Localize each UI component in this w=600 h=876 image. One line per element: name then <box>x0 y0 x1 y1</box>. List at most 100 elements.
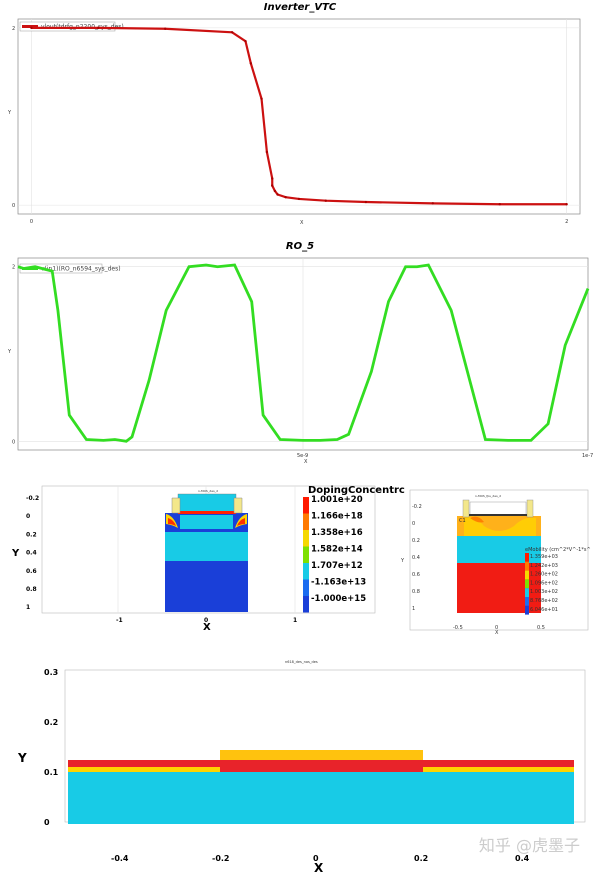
chart4-legend: 1.359e+03 1.242e+03 1.260e+02 1.096e+02 1.00… <box>525 553 558 615</box>
chart4-legend-swatch <box>525 553 529 562</box>
chart3-legend-swatch <box>303 579 309 596</box>
chart4-legend-swatch <box>525 597 529 606</box>
chart3-legend-label: 1.166e+18 <box>311 512 363 522</box>
chart1-point <box>273 189 277 193</box>
chart3-legend: 1.001e+20 1.166e+18 1.358e+16 1.582e+14 1.70… <box>303 495 366 613</box>
chart4-y-tick-label: 1 <box>412 606 415 612</box>
chart1-point <box>276 193 279 196</box>
ro5-chart: v(in1)(RO_n6594_sys_des) 0 2 5e-9 1e-7 Y X <box>7 257 593 465</box>
chart1-legend: vlout(tdrfg_n2200_sys_des) <box>19 21 124 32</box>
chart5-device <box>68 750 574 824</box>
chart4-legend-swatch <box>525 588 529 597</box>
chart1-point <box>265 150 269 154</box>
chart3-legend-swatch <box>303 513 309 530</box>
chart5-x-tick-label: 0.4 <box>515 854 530 863</box>
chart5-y-tick-label: 0.1 <box>44 768 59 777</box>
chart3-legend-swatch <box>303 530 309 547</box>
chart1-point <box>271 177 274 180</box>
chart1-point <box>284 195 287 199</box>
chart3-x-tick-label: 1 <box>293 617 297 624</box>
chart3-legend-label: 1.358e+16 <box>311 528 363 538</box>
chart3-y-tick-label: 0 <box>26 513 30 520</box>
chart5-y-ticks: 0 0.1 0.2 0.3 <box>44 668 59 827</box>
chart3-legend-swatch <box>303 546 309 563</box>
inverter-vtc-chart: vlout(tdrfg_n2200_sys_des) 0 2 0 2 Y X <box>7 18 581 226</box>
chart1-point <box>271 184 274 187</box>
chart2-y-tick-label: 0 <box>12 439 15 445</box>
chart5-x-tick-label: -0.2 <box>212 854 230 863</box>
chart5-x-tick-label: 0.2 <box>414 854 428 863</box>
chart5-y-tick-label: 0.3 <box>44 668 58 677</box>
chart3-y-tick-label: 0.6 <box>26 568 37 575</box>
chart4-y-tick-label: 0 <box>412 521 415 527</box>
chart5-y-tick-label: 0.2 <box>44 718 58 727</box>
chart3-y-tick-label: 1 <box>26 604 30 611</box>
chart4-x-tick-label: 0 <box>495 625 498 631</box>
chart3-legend-label: 1.001e+20 <box>311 495 363 505</box>
doping-concentration-plot: n-MOS_des_d -0.200.20.40.60.81 -1 0 1 Y X … <box>11 485 405 633</box>
chart4-y-ticks: -0.2 0 0.2 0.4 0.6 0.8 1 <box>412 504 422 612</box>
chart4-legend-label: 1.242e+03 <box>530 563 558 569</box>
emobility-plot: n-MOS_fps_des_d C1 -0.2 0 0.2 0.4 0.6 0.8 1 -0… <box>400 489 591 636</box>
chart2-xlabel: X <box>304 459 308 465</box>
chart3-ylabel: Y <box>11 548 20 559</box>
chart1-point <box>249 62 253 65</box>
chart4-y-tick-label: 0.2 <box>412 538 420 544</box>
chart4-legend-swatch <box>525 570 529 580</box>
chart3-x-ticks: -1 0 1 <box>116 617 297 624</box>
chart4-legend-label: 1.003e+02 <box>530 589 558 595</box>
chart5-xlabel: X <box>314 861 324 875</box>
chart4-x-tick-label: -0.5 <box>453 625 463 631</box>
chart1-point <box>297 197 301 201</box>
chart5-x-tick-label: 0 <box>313 854 319 863</box>
chart4-xlabel: X <box>495 630 499 636</box>
chart3-device: n-MOS_des_d <box>165 489 248 612</box>
chart4-x-ticks: -0.5 0 0.5 <box>453 625 545 631</box>
chart1-point <box>565 203 568 206</box>
chart1-x-tick-label: 0 <box>30 219 33 225</box>
chart5-x-ticks: -0.4 -0.2 0 0.2 0.4 <box>111 854 530 863</box>
svg-text:n618_des_nos_des: n618_des_nos_des <box>285 660 318 664</box>
chart3-y-tick-label: -0.2 <box>26 495 39 502</box>
chart4-legend-swatch <box>525 561 529 571</box>
chart1-point <box>260 97 263 100</box>
chart4-x-tick-label: 0.5 <box>537 625 545 631</box>
chart3-y-tick-label: 0.2 <box>26 531 37 538</box>
chart4-y-tick-label: 0.6 <box>412 572 420 578</box>
chart1-plot-frame <box>17 18 581 215</box>
chart3-legend-swatch <box>303 596 309 613</box>
chart1-y-tick-label: 0 <box>12 203 15 209</box>
chart1-point <box>244 39 247 43</box>
chart1-y-tick-label: 2 <box>12 26 15 32</box>
chart4-legend-label: 1.260e+02 <box>530 572 558 578</box>
chart3-legend-swatch <box>303 497 309 514</box>
chart4-legend-label: 1.359e+03 <box>530 554 558 560</box>
chart4-y-tick-label: -0.2 <box>412 504 422 510</box>
chart3-y-ticks: -0.2 0 0.2 0.4 0.6 0.8 1 <box>26 495 39 611</box>
chart1-point <box>498 203 501 206</box>
chart4-legend-label: 6.046e+01 <box>530 607 558 613</box>
chart2-legend-label: v(in1)(RO_n6594_sys_des) <box>41 266 121 273</box>
svg-text:n-MOS_des_d: n-MOS_des_d <box>198 489 218 493</box>
chart4-y-tick-label: 0.4 <box>412 555 420 561</box>
chart5-ylabel: Y <box>17 751 27 765</box>
chart4-legend-label: 8.768e+02 <box>530 598 558 604</box>
chart2-ylabel: Y <box>7 349 12 355</box>
chart3-legend-label: 1.707e+12 <box>311 561 363 571</box>
chart1-point <box>97 26 100 30</box>
chart4-legend-swatch <box>525 605 529 615</box>
chart1-xlabel: X <box>300 220 304 226</box>
chart2-y-tick-label: 2 <box>12 265 15 271</box>
chart4-y-tick-label: 0.8 <box>412 589 420 595</box>
chart1-x-tick-label: 2 <box>565 219 568 225</box>
chart3-legend-title: DopingConcentrc <box>308 485 405 496</box>
chart4-legend-swatch <box>525 579 529 589</box>
chart4-label: C1 <box>459 518 466 524</box>
chart1-point <box>431 202 435 205</box>
chart3-y-tick-label: 0.8 <box>26 586 37 593</box>
chart2-series-line <box>17 263 590 443</box>
chart1-point <box>163 27 167 30</box>
chart2-x-tick-label: 1e-7 <box>582 453 593 459</box>
watermark: 知乎 @虎墨子 <box>478 836 580 855</box>
chart3-y-tick-label: 0.4 <box>26 550 37 557</box>
